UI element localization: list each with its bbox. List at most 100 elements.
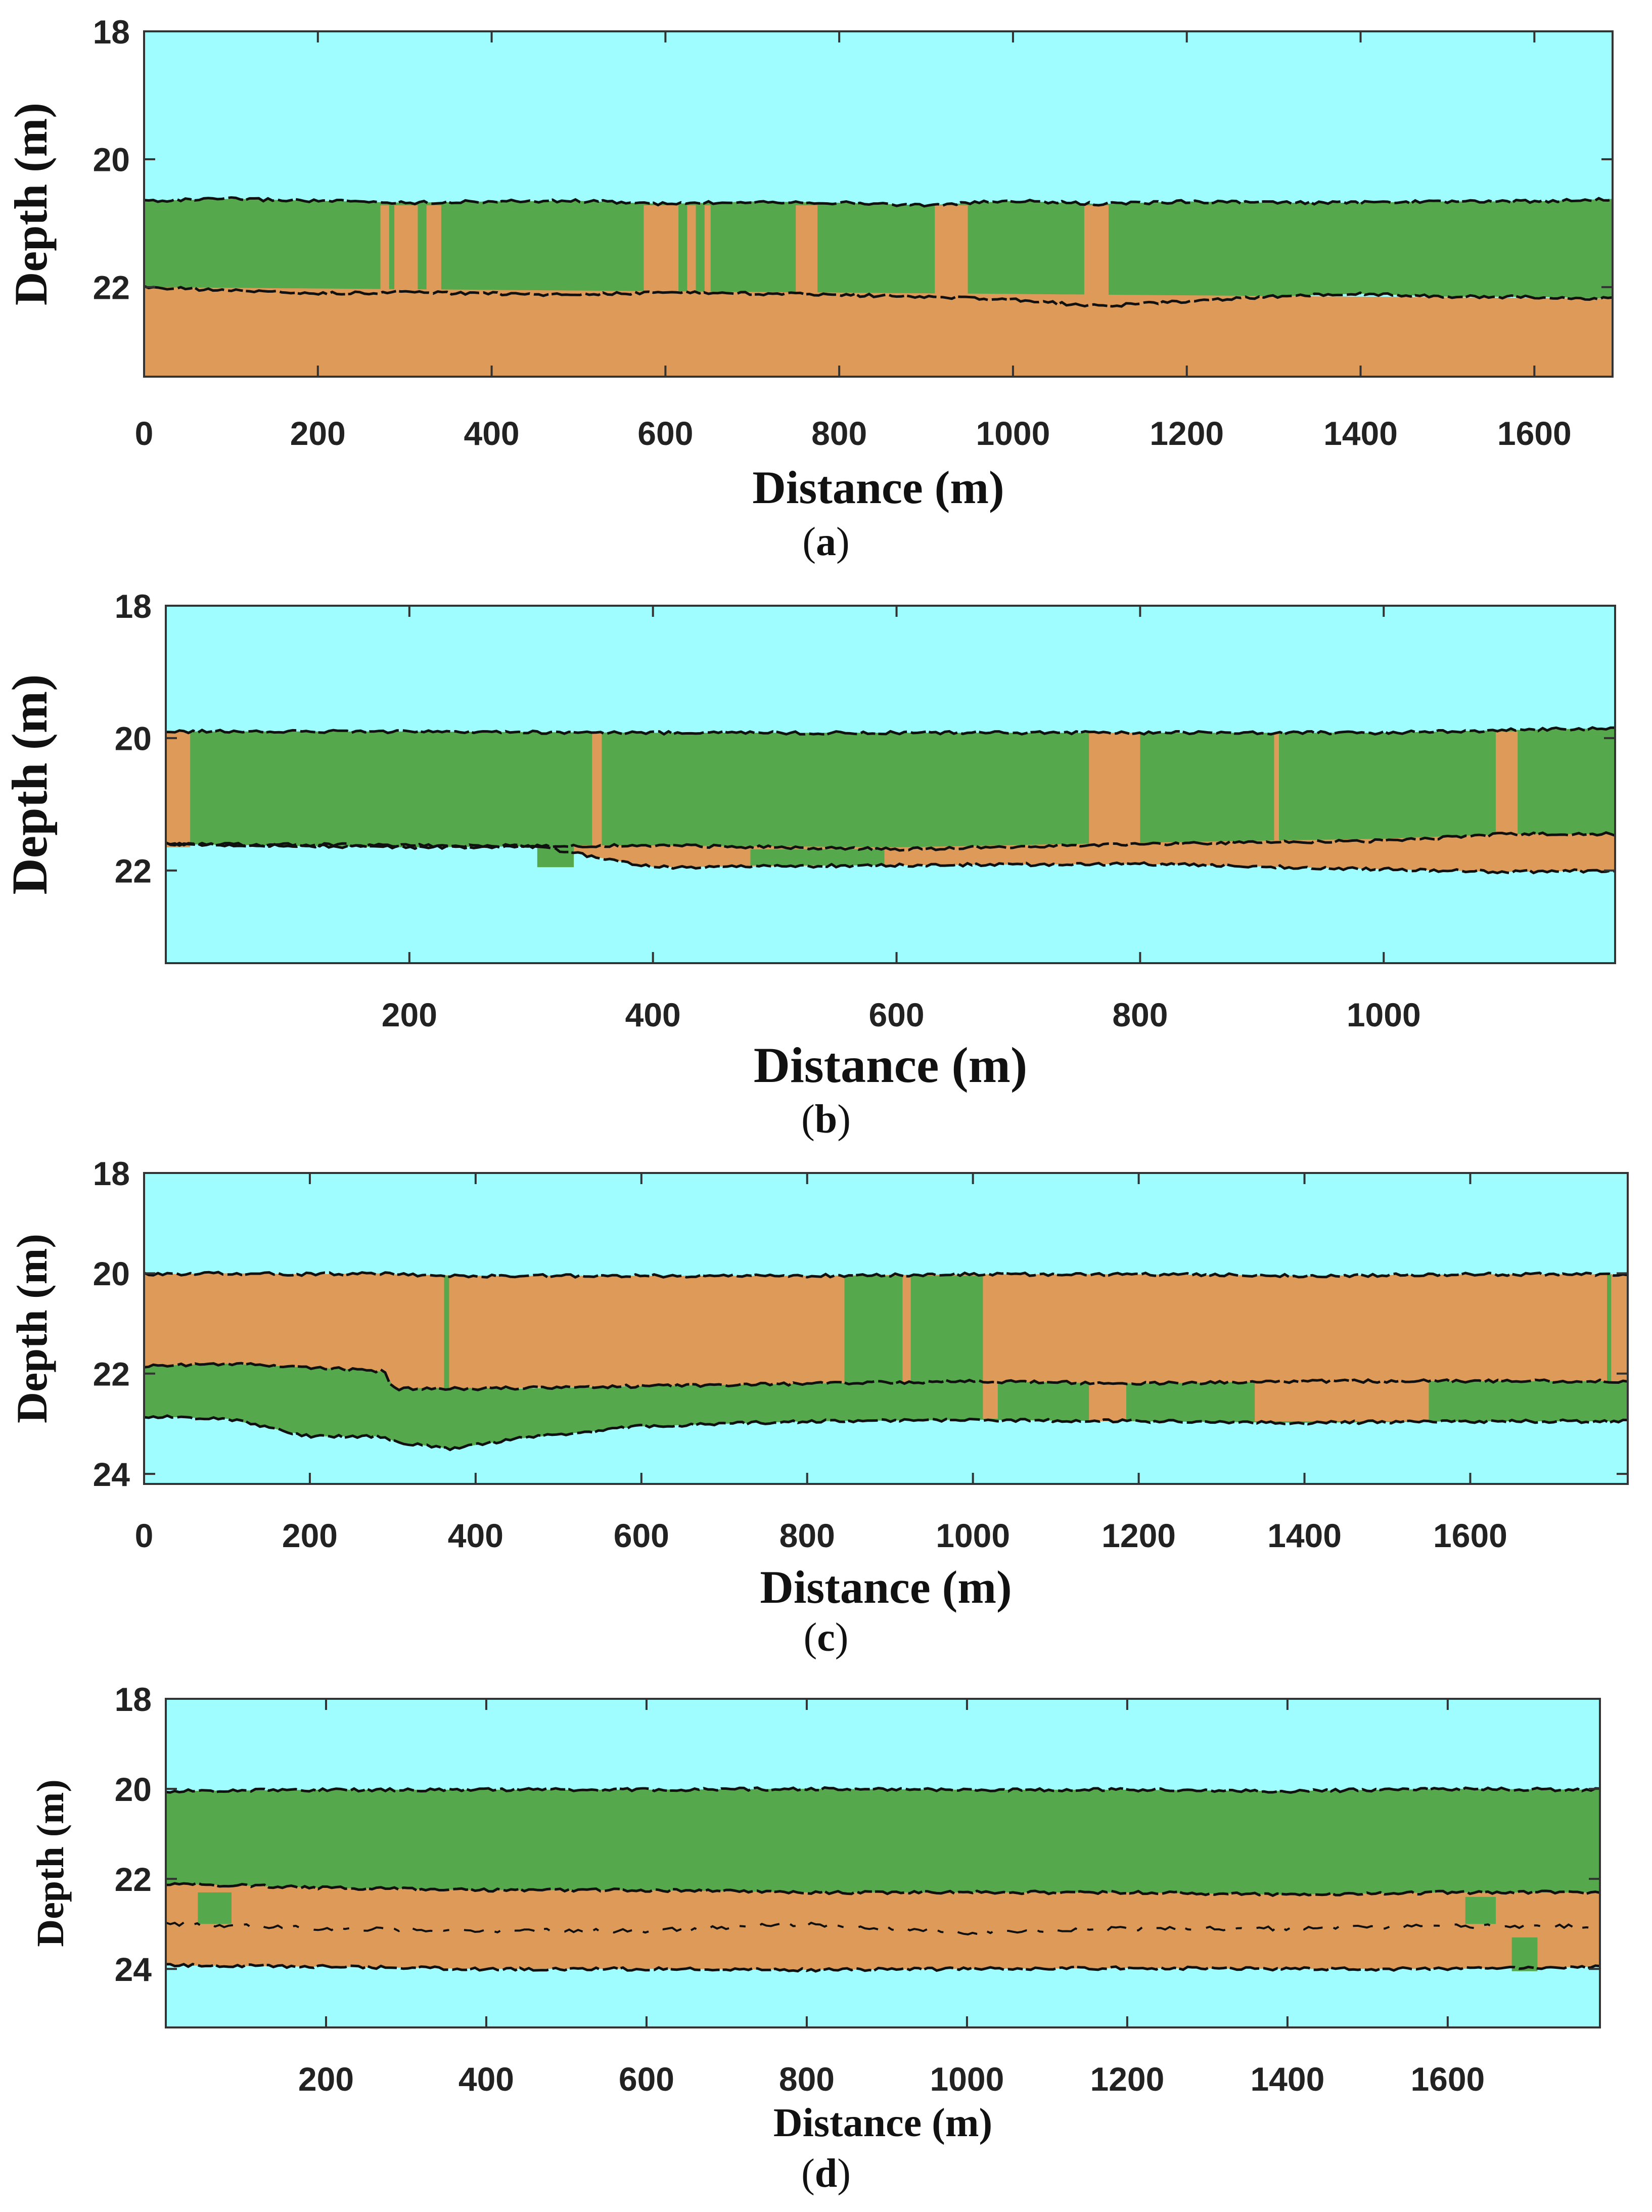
panel-c: 0 200 400 600 800 1000 1200 1400 1600 18 20 22 24 Dis… xyxy=(8,1155,1629,1660)
panel-caption: (c) xyxy=(804,1615,849,1660)
x-tick-label: 200 xyxy=(282,1517,338,1554)
patch-green xyxy=(1607,1274,1612,1381)
y-tick-label: 22 xyxy=(115,1861,152,1898)
x-axis-label: Distance (m) xyxy=(760,1561,1012,1613)
patch-tan xyxy=(1089,733,1140,845)
green-layer xyxy=(166,728,1615,849)
y-axis-label: Depth (m) xyxy=(2,674,58,894)
y-tick-label: 18 xyxy=(115,1681,152,1718)
plot-area xyxy=(144,1173,1628,1484)
patch-tan xyxy=(704,205,711,294)
patch-tan xyxy=(380,205,389,294)
patch-tan xyxy=(1089,1382,1127,1422)
x-tick-label: 1200 xyxy=(1150,415,1224,452)
y-tick-label: 20 xyxy=(115,1771,152,1808)
x-tick-label: 1000 xyxy=(936,1517,1010,1554)
layer-boundary xyxy=(144,196,1613,208)
layer-boundary xyxy=(144,1362,1628,1392)
x-tick-label: 0 xyxy=(135,415,154,452)
x-tick-label: 1400 xyxy=(1267,1517,1342,1554)
layer-boundary xyxy=(166,841,1615,875)
x-tick-label: 1000 xyxy=(976,415,1050,452)
plot-area xyxy=(144,31,1613,377)
patch-tan xyxy=(644,205,679,294)
panel-a: 0 200 400 600 800 1000 1200 1400 1600 18 20 22 Dista… xyxy=(5,13,1614,564)
y-tick-label: 20 xyxy=(93,1255,130,1292)
x-tick-label: 400 xyxy=(625,996,681,1033)
patch-tan xyxy=(687,205,696,294)
layer-boundary xyxy=(166,726,1615,736)
plot-area xyxy=(166,1699,1600,2027)
x-tick-label: 800 xyxy=(779,1517,835,1554)
y-tick-label: 22 xyxy=(93,269,130,306)
patch-green xyxy=(910,1276,983,1384)
x-tick-label: 200 xyxy=(298,2060,354,2098)
x-tick-label: 1600 xyxy=(1497,415,1572,452)
panel-caption: (b) xyxy=(801,1097,851,1142)
patch-tan xyxy=(394,205,418,294)
x-tick-label: 1600 xyxy=(1410,2060,1485,2098)
y-tick-label: 18 xyxy=(115,588,152,625)
patch-tan xyxy=(796,205,818,294)
x-tick-label: 1200 xyxy=(1102,1517,1176,1554)
layer-boundary xyxy=(166,1881,1600,1898)
y-tick-label: 18 xyxy=(93,13,130,51)
patch-tan xyxy=(983,1381,998,1419)
x-tick-label: 800 xyxy=(779,2060,835,2098)
patch-tan xyxy=(426,205,441,294)
tan-layer xyxy=(166,1883,1600,1970)
x-tick-label: 800 xyxy=(1112,996,1168,1033)
panel-caption: (a) xyxy=(802,520,849,564)
panel-caption: (d) xyxy=(801,2151,851,2196)
y-axis-label: Depth (m) xyxy=(8,1234,56,1423)
layer-boundary xyxy=(144,1414,1628,1452)
y-tick-label: 22 xyxy=(115,852,152,889)
x-tick-label: 1200 xyxy=(1090,2060,1164,2098)
caption-letter: d xyxy=(815,2151,838,2196)
x-tick-label: 0 xyxy=(135,1517,154,1554)
y-tick-label: 18 xyxy=(93,1155,130,1192)
axes-frame xyxy=(143,1172,1629,1485)
layer-boundary xyxy=(144,285,1613,308)
y-tick-label: 22 xyxy=(93,1356,130,1393)
internal-boundary xyxy=(166,1921,1600,1935)
y-tick-label: 24 xyxy=(115,1951,152,1988)
y-tick-label: 24 xyxy=(93,1456,130,1493)
patch-green xyxy=(750,849,885,866)
x-tick-label: 200 xyxy=(382,996,437,1033)
x-tick-label: 600 xyxy=(637,415,693,452)
axes-frame xyxy=(143,30,1614,378)
x-tick-label: 400 xyxy=(448,1517,503,1554)
axes-frame xyxy=(165,605,1616,964)
patch-green xyxy=(198,1892,232,1924)
plot-area xyxy=(166,606,1615,963)
x-axis-label: Distance (m) xyxy=(752,462,1004,513)
x-axis-label: Distance (m) xyxy=(773,2101,992,2145)
patch-green xyxy=(844,1276,903,1384)
x-tick-label: 800 xyxy=(811,415,867,452)
axes-frame xyxy=(165,1698,1601,2028)
panel-b: 200 400 600 800 1000 18 20 22 Distance (m) Depth … xyxy=(2,588,1616,1142)
patch-tan xyxy=(935,205,968,300)
x-tick-label: 400 xyxy=(458,2060,514,2098)
tan-layer xyxy=(144,287,1613,377)
patch-tan xyxy=(1495,731,1518,838)
layer-boundary xyxy=(144,1271,1628,1279)
layer-boundary xyxy=(166,1786,1600,1794)
caption-letter: c xyxy=(817,1615,835,1660)
patch-green xyxy=(1465,1897,1496,1924)
patch-green xyxy=(1511,1937,1538,1971)
y-axis-label: Depth (m) xyxy=(29,1779,72,1947)
layer-boundary xyxy=(166,1963,1600,1973)
patch-tan xyxy=(1255,1381,1429,1422)
x-tick-label: 200 xyxy=(290,415,346,452)
x-tick-label: 1400 xyxy=(1323,415,1398,452)
x-tick-label: 1400 xyxy=(1250,2060,1324,2098)
x-tick-label: 600 xyxy=(868,996,924,1033)
caption-letter: a xyxy=(816,520,836,564)
x-tick-label: 1000 xyxy=(930,2060,1004,2098)
patch-tan xyxy=(1084,205,1109,306)
y-tick-label: 20 xyxy=(115,720,152,757)
x-tick-label: 1000 xyxy=(1347,996,1421,1033)
